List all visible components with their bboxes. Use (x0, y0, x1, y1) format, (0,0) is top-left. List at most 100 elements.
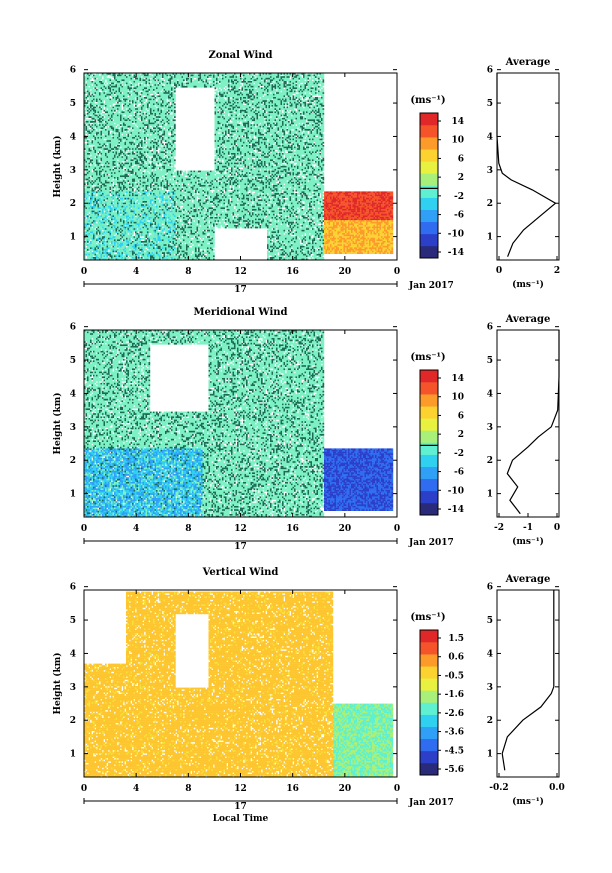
colorbar-segment (420, 703, 438, 715)
colorbar-segment (420, 630, 438, 642)
avg-y-tick-label: 1 (487, 233, 493, 243)
colorbar-segment (420, 443, 438, 455)
avg-y-tick-label: 2 (487, 199, 493, 209)
colorbar-segment (420, 198, 438, 210)
y-tick-label: 2 (70, 456, 76, 466)
x-tick-label: 12 (234, 267, 247, 277)
y-tick-label: 1 (70, 750, 76, 760)
average-profile-line (497, 73, 556, 257)
colorbar-segment (420, 455, 438, 467)
avg-x-tick-label: 0 (554, 523, 560, 533)
colorbar-tick-label: -2 (454, 192, 464, 202)
x-tick-label: 12 (234, 784, 247, 794)
heatmap-cells (84, 73, 393, 260)
average-title: Average (505, 574, 551, 585)
avg-y-tick-label: 1 (487, 750, 493, 760)
month-label: Jan 2017 (408, 798, 454, 808)
y-axis-label: Height (km) (52, 652, 63, 714)
colorbar-tick-label: 6 (458, 411, 464, 421)
colorbar-segment (420, 394, 438, 406)
colorbar-segment (420, 678, 438, 690)
avg-y-tick-label: 4 (487, 649, 493, 659)
avg-y-tick-label: 5 (487, 99, 493, 109)
avg-x-tick-label: -0.2 (489, 783, 508, 793)
avg-y-tick-label: 5 (487, 356, 493, 366)
avg-x-axis-label: (ms⁻¹) (512, 279, 544, 290)
avg-x-axis-label: (ms⁻¹) (512, 536, 544, 547)
day-label: 17 (234, 285, 247, 295)
y-tick-label: 2 (70, 716, 76, 726)
y-tick-label: 3 (70, 423, 76, 433)
colorbar-segment (420, 234, 438, 246)
x-tick-label: 0 (81, 267, 87, 277)
x-tick-label: 16 (286, 524, 299, 534)
x-tick-label: 0 (81, 524, 87, 534)
heatmap-cells (84, 330, 393, 517)
y-tick-label: 2 (70, 199, 76, 209)
month-label: Jan 2017 (408, 538, 454, 548)
average-profile-line (502, 590, 554, 770)
colorbar-segment (420, 382, 438, 394)
y-axis-label: Height (km) (52, 392, 63, 454)
colorbar-segment (420, 406, 438, 418)
colorbar-segment (420, 161, 438, 173)
avg-y-tick-label: 3 (487, 423, 493, 433)
colorbar-segment (420, 370, 438, 382)
avg-x-tick-label: 0 (496, 266, 502, 276)
colorbar-segment (420, 666, 438, 678)
colorbar-tick-label: 14 (451, 117, 464, 127)
colorbar-tick-label: 2 (458, 430, 464, 440)
avg-y-tick-label: 5 (487, 616, 493, 626)
avg-y-tick-label: 3 (487, 683, 493, 693)
colorbar-segment (420, 642, 438, 654)
avg-x-tick-label: 2 (554, 266, 560, 276)
avg-y-tick-label: 3 (487, 166, 493, 176)
y-tick-label: 5 (70, 356, 76, 366)
month-label: Jan 2017 (408, 281, 454, 291)
colorbar-tick-label: -10 (448, 229, 464, 239)
colorbar-tick-label: -4.5 (445, 746, 464, 756)
colorbar-segment (420, 418, 438, 430)
colorbar-tick-label: -2.6 (445, 709, 464, 719)
colorbar-segment (420, 690, 438, 702)
avg-y-tick-label: 6 (487, 66, 493, 76)
colorbar-tick-label: -14 (448, 505, 464, 515)
colorbar-segment (420, 137, 438, 149)
avg-x-tick-label: 0.0 (549, 783, 565, 793)
y-tick-label: 6 (70, 583, 76, 593)
average-frame (497, 330, 559, 517)
x-tick-label: 4 (133, 267, 139, 277)
y-tick-label: 1 (70, 490, 76, 500)
y-tick-label: 3 (70, 683, 76, 693)
chart-title: Vertical Wind (202, 567, 279, 578)
colorbar-tick-label: 14 (451, 374, 464, 384)
y-tick-label: 4 (70, 132, 76, 142)
colorbar-segment (420, 763, 438, 775)
avg-y-tick-label: 6 (487, 583, 493, 593)
colorbar-segment (420, 715, 438, 727)
colorbar-segment (420, 727, 438, 739)
average-profile-line (507, 330, 559, 514)
colorbar-tick-label: -0.5 (445, 671, 464, 681)
x-tick-label: 12 (234, 524, 247, 534)
heatmap-cells (84, 592, 393, 778)
x-tick-label: 20 (339, 784, 352, 794)
x-tick-label: 0 (394, 267, 400, 277)
x-tick-label: 16 (286, 267, 299, 277)
colorbar-segment (420, 210, 438, 222)
avg-x-tick-label: -2 (494, 523, 504, 533)
colorbar-segment (420, 149, 438, 161)
avg-y-tick-label: 6 (487, 323, 493, 333)
x-tick-label: 20 (339, 524, 352, 534)
colorbar-tick-label: -10 (448, 486, 464, 496)
x-tick-label: 16 (286, 784, 299, 794)
colorbar-segment (420, 430, 438, 442)
y-axis-label: Height (km) (52, 135, 63, 197)
colorbar-tick-label: 2 (458, 173, 464, 183)
colorbar-segment (420, 739, 438, 751)
figure: Zonal Wind123456Height (km)0 4 8 12 16 20 017 J… (0, 0, 612, 873)
y-tick-label: 3 (70, 166, 76, 176)
x-tick-label: 8 (185, 784, 191, 794)
